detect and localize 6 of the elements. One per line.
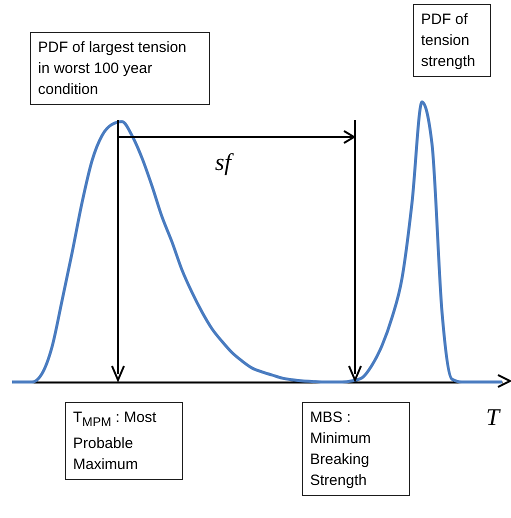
text: PDF of tension strength	[413, 4, 491, 77]
x-axis-title: T	[486, 405, 500, 432]
text: PDF of largest tension in worst 100 year condition	[30, 32, 210, 105]
annotation: sf	[215, 150, 232, 177]
text: MBS : Minimum Breaking Strength	[302, 402, 410, 496]
text: T$_{MPM}$ : Most Probable Maximum	[65, 402, 183, 480]
